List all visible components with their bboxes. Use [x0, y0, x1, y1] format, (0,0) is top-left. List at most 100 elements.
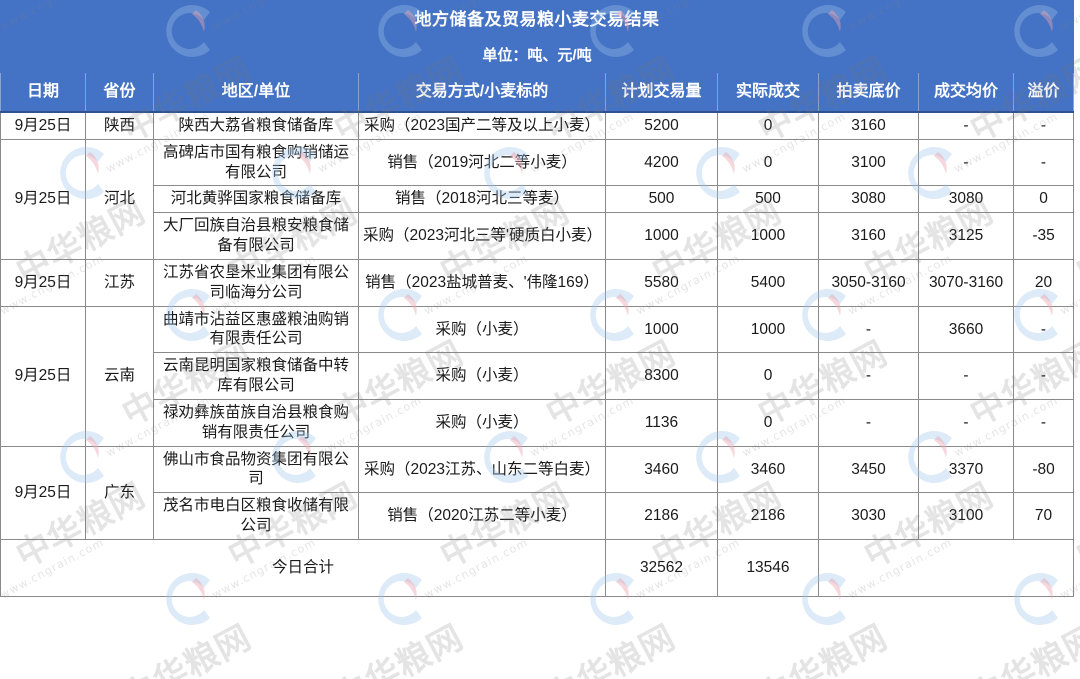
cell-actual: 1000 [717, 305, 819, 354]
title-row: 地方储备及贸易粮小麦交易结果 [0, 0, 1075, 39]
cell-actual: 2186 [717, 492, 819, 540]
table-row: 9月25日 河北 高碑店市国有粮食购销储运有限公司 销售（2019河北二等小麦） 420… [0, 138, 1075, 260]
total-label: 今日合计 [0, 538, 606, 597]
cell-avg-price: - [918, 111, 1014, 140]
cell-avg-price: 3070-3160 [918, 258, 1014, 307]
wheat-trade-results-table: 地方储备及贸易粮小麦交易结果 单位：吨、元/吨 日期 省份 地区/单位 交易方式/小麦… [0, 0, 1075, 597]
cell-base-price: - [818, 352, 919, 400]
cell-planned: 4200 [605, 138, 718, 187]
cell-base-price: 3450 [818, 445, 919, 494]
cell-trade-type: 采购（2023江苏、山东二等白麦） [358, 445, 606, 494]
cell-premium: - [1012, 352, 1075, 400]
cell-premium: 0 [1012, 185, 1075, 214]
cell-avg-price: - [918, 352, 1014, 400]
cell-planned: 8300 [605, 352, 718, 400]
cell-date: 9月25日 [0, 138, 86, 260]
table-row: 9月25日 江苏 江苏省农垦米业集团有限公司临海分公司 销售（2023盐城普麦、'伟隆… [0, 258, 1075, 307]
table-row: 河北黄骅国家粮食储备库 销售（2018河北三等麦） 500 500 3080 3080 0 [1, 185, 1075, 214]
cell-avg-price: 3660 [918, 305, 1014, 354]
cell-avg-price: - [918, 398, 1014, 447]
column-header-base_price: 拍卖底价 [818, 72, 919, 113]
cell-actual: 5400 [717, 258, 819, 307]
cell-actual: 0 [717, 138, 819, 187]
cell-planned: 5580 [605, 258, 718, 307]
column-header-unit: 地区/单位 [153, 72, 359, 113]
table-row: 云南昆明国家粮食储备中转库有限公司 采购（小麦） 8300 0- - - [1, 352, 1075, 400]
cell-base-price: - [818, 398, 919, 447]
cell-base-price: 3050-3160 [818, 258, 919, 307]
subtitle-row: 单位：吨、元/吨 [0, 38, 1075, 73]
cell-province: 广东 [85, 445, 154, 540]
column-header-premium: 溢价 [1012, 72, 1075, 113]
total-planned: 32562 [605, 538, 718, 597]
cell-planned: 1000 [605, 305, 718, 354]
cell-province: 江苏 [85, 258, 154, 307]
column-header-actual: 实际成交 [717, 72, 819, 113]
cell-trade-type: 采购（2023河北三等'硬质白小麦） [358, 212, 606, 260]
cell-trade-type: 销售（2019河北二等小麦） [358, 138, 606, 187]
cell-planned: 1000 [605, 212, 718, 260]
column-header-row: 日期 省份 地区/单位 交易方式/小麦标的 计划交易量 实际成交 拍卖底价 成交均价 溢价 [0, 72, 1075, 113]
total-empty-cells [817, 538, 1075, 597]
cell-unit: 佛山市食品物资集团有限公司 [153, 445, 359, 494]
cell-actual: 0 [717, 352, 819, 400]
cell-avg-price: 3370 [918, 445, 1014, 494]
table-row: 茂名市电白区粮食收储有限公司 销售（2020江苏二等小麦） 2186 2186 3030… [1, 492, 1075, 540]
cell-trade-type: 销售（2018河北三等麦） [358, 185, 606, 214]
cell-unit: 高碑店市国有粮食购销储运有限公司 [153, 138, 359, 187]
cell-planned: 2186 [605, 492, 718, 540]
watermark-brand: 中华粮网 [539, 617, 683, 679]
cell-trade-type: 采购（小麦） [358, 305, 606, 354]
cell-trade-type: 采购（小麦） [358, 352, 606, 400]
column-header-province: 省份 [85, 72, 154, 113]
cell-date: 9月25日 [0, 445, 86, 540]
column-header-avg_price: 成交均价 [918, 72, 1014, 113]
cell-premium: -80 [1012, 445, 1075, 494]
cell-base-price: 3100 [818, 138, 919, 187]
column-header-date: 日期 [0, 72, 86, 113]
table-body: 9月25日 陕西 陕西大荔省粮食储备库 采购（2023国产二等及以上小麦） 5200 0 3… [0, 111, 1075, 597]
cell-base-price: - [818, 305, 919, 354]
cell-base-price: 3080 [818, 185, 919, 214]
cell-base-price: 3030 [818, 492, 919, 540]
cell-unit: 曲靖市沾益区惠盛粮油购销有限责任公司 [153, 305, 359, 354]
cell-date: 9月25日 [0, 111, 86, 140]
cell-unit: 茂名市电白区粮食收储有限公司 [153, 492, 359, 540]
cell-trade-type: 采购（小麦） [358, 398, 606, 447]
cell-unit: 河北黄骅国家粮食储备库 [153, 185, 359, 214]
table-row: 禄劝彝族苗族自治县粮食购销有限责任公司 采购（小麦） 1136 0- - - [1, 398, 1075, 447]
watermark-brand: 中华粮网 [751, 617, 895, 679]
cell-unit: 云南昆明国家粮食储备中转库有限公司 [153, 352, 359, 400]
cell-date: 9月25日 [0, 305, 86, 447]
table-row: 9月25日 广东 佛山市食品物资集团有限公司 采购（2023江苏、山东二等白麦） 346… [0, 445, 1075, 540]
cell-planned: 500 [605, 185, 718, 214]
table-row: 大厂回族自治县粮安粮食储备有限公司 采购（2023河北三等'硬质白小麦） 1000 1… [1, 212, 1075, 260]
cell-actual: 1000 [717, 212, 819, 260]
cell-planned: 1136 [605, 398, 718, 447]
cell-premium: -35 [1012, 212, 1075, 260]
cell-base-price: 3160 [818, 212, 919, 260]
cell-premium: - [1012, 398, 1075, 447]
cell-actual: 3460 [717, 445, 819, 494]
cell-premium: 70 [1012, 492, 1075, 540]
watermark-brand: 中华粮网 [963, 617, 1080, 679]
column-header-trade_type: 交易方式/小麦标的 [358, 72, 606, 113]
cell-trade-type: 销售（2020江苏二等小麦） [358, 492, 606, 540]
table-row: 9月25日 陕西 陕西大荔省粮食储备库 采购（2023国产二等及以上小麦） 5200 0 3… [0, 111, 1075, 140]
watermark-brand: 中华粮网 [327, 617, 471, 679]
cell-avg-price: 3125 [918, 212, 1014, 260]
table-header: 地方储备及贸易粮小麦交易结果 单位：吨、元/吨 日期 省份 地区/单位 交易方式/小麦… [0, 0, 1075, 113]
unit-subtitle: 单位：吨、元/吨 [0, 38, 1075, 73]
cell-planned: 5200 [605, 111, 718, 140]
cell-base-price: 3160 [818, 111, 919, 140]
cell-unit: 禄劝彝族苗族自治县粮食购销有限责任公司 [153, 398, 359, 447]
cell-unit: 陕西大荔省粮食储备库 [153, 111, 359, 140]
cell-province: 陕西 [85, 111, 154, 140]
page-title: 地方储备及贸易粮小麦交易结果 [0, 0, 1075, 39]
cell-date: 9月25日 [0, 258, 86, 307]
